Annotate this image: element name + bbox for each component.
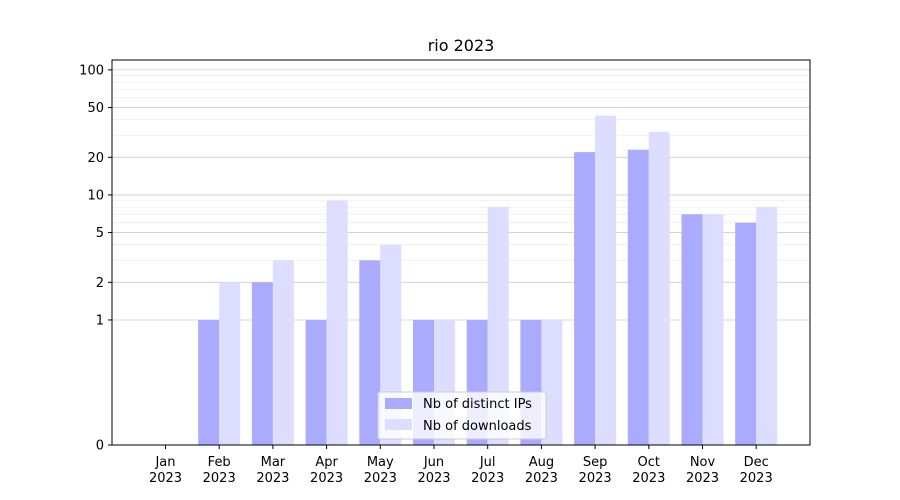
bar-distinct-ips bbox=[305, 319, 327, 445]
bar-downloads bbox=[648, 131, 670, 445]
legend-swatch-downloads bbox=[385, 419, 412, 430]
bar-downloads bbox=[219, 282, 241, 445]
bar-distinct-ips bbox=[735, 222, 757, 445]
bar-distinct-ips bbox=[251, 282, 273, 445]
x-tick-label-month: Sep bbox=[583, 455, 608, 470]
bar-distinct-ips bbox=[627, 149, 649, 446]
y-tick-label: 100 bbox=[79, 63, 104, 78]
x-tick-label-year: 2023 bbox=[417, 471, 450, 486]
y-axis-ticks: 0 1 2 5 10 20 50 100 bbox=[79, 63, 112, 454]
x-tick-label-year: 2023 bbox=[310, 471, 343, 486]
x-tick-label-month: Jan bbox=[154, 455, 175, 470]
x-tick-label-year: 2023 bbox=[579, 471, 612, 486]
bar-distinct-ips bbox=[198, 319, 220, 445]
x-axis-ticks: Jan2023Feb2023Mar2023Apr2023May2023Jun20… bbox=[149, 445, 773, 486]
legend-label-ips: Nb of distinct IPs bbox=[423, 397, 532, 412]
bar-downloads bbox=[541, 319, 563, 445]
x-tick-label-year: 2023 bbox=[740, 471, 773, 486]
x-tick-label-month: Feb bbox=[208, 455, 231, 470]
x-tick-label-month: Jun bbox=[423, 455, 444, 470]
legend: Nb of distinct IPs Nb of downloads bbox=[377, 391, 547, 440]
y-tick-label: 50 bbox=[87, 101, 104, 116]
bar-downloads bbox=[756, 207, 778, 445]
chart-title: rio 2023 bbox=[428, 36, 495, 55]
bars bbox=[198, 115, 778, 446]
x-tick-label-month: May bbox=[367, 455, 394, 470]
x-tick-label-year: 2023 bbox=[256, 471, 289, 486]
bar-downloads bbox=[487, 207, 509, 445]
x-tick-label-year: 2023 bbox=[149, 471, 182, 486]
y-tick-label: 10 bbox=[87, 188, 104, 203]
x-tick-label-year: 2023 bbox=[471, 471, 504, 486]
legend-label-downloads: Nb of downloads bbox=[423, 419, 532, 434]
bar-downloads bbox=[326, 200, 348, 445]
bar-downloads bbox=[702, 214, 724, 445]
bar-distinct-ips bbox=[574, 152, 596, 445]
x-tick-label-year: 2023 bbox=[203, 471, 236, 486]
y-tick-label: 20 bbox=[87, 151, 104, 166]
y-tick-label: 1 bbox=[96, 313, 104, 328]
x-tick-label-year: 2023 bbox=[525, 471, 558, 486]
legend-box bbox=[377, 391, 547, 440]
x-tick-label-month: Apr bbox=[315, 455, 338, 470]
y-tick-label: 0 bbox=[96, 439, 104, 454]
x-tick-label-year: 2023 bbox=[364, 471, 397, 486]
x-tick-label-month: Oct bbox=[638, 455, 660, 470]
x-tick-label-year: 2023 bbox=[632, 471, 665, 486]
bar-distinct-ips bbox=[681, 214, 703, 445]
y-tick-label: 2 bbox=[96, 276, 104, 291]
x-tick-label-month: Mar bbox=[261, 455, 286, 470]
plot-frame bbox=[111, 59, 811, 446]
x-tick-label-month: Nov bbox=[690, 455, 716, 470]
bar-distinct-ips bbox=[359, 260, 381, 445]
x-tick-label-month: Aug bbox=[529, 455, 554, 470]
y-tick-label: 5 bbox=[96, 226, 104, 241]
legend-swatch-ips bbox=[385, 398, 412, 409]
x-tick-label-year: 2023 bbox=[686, 471, 719, 486]
x-tick-label-month: Dec bbox=[744, 455, 769, 470]
bar-downloads bbox=[595, 115, 617, 445]
x-tick-label-month: Jul bbox=[479, 455, 496, 470]
bar-downloads bbox=[272, 260, 294, 445]
